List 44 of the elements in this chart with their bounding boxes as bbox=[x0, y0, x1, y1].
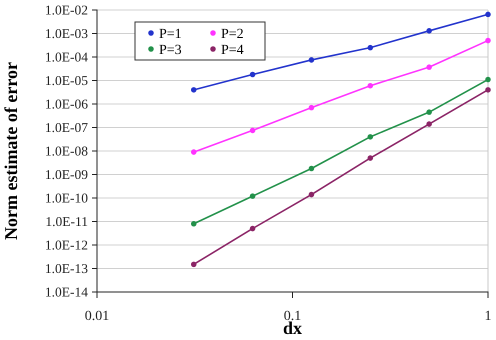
point bbox=[368, 44, 374, 50]
point bbox=[190, 149, 197, 155]
point bbox=[485, 38, 491, 44]
y-tick-label: 1.0E-05 bbox=[44, 72, 88, 88]
point bbox=[368, 155, 374, 161]
y-tick-label: 1.0E-14 bbox=[44, 284, 88, 300]
point bbox=[190, 87, 197, 93]
point bbox=[308, 104, 314, 110]
point bbox=[308, 57, 314, 63]
point bbox=[308, 166, 314, 172]
point bbox=[368, 134, 374, 140]
point bbox=[190, 262, 197, 268]
point bbox=[368, 82, 374, 88]
point bbox=[250, 193, 256, 199]
legend-label: P=1 bbox=[159, 27, 182, 42]
y-tick-label: 1.0E-09 bbox=[44, 166, 88, 182]
legend-label: P=2 bbox=[221, 27, 244, 42]
point bbox=[190, 221, 197, 227]
point bbox=[250, 72, 256, 78]
point bbox=[250, 128, 256, 134]
x-tick-label: 1 bbox=[484, 308, 492, 324]
y-tick-label: 1.0E-13 bbox=[44, 260, 88, 276]
point bbox=[250, 226, 256, 232]
point bbox=[426, 121, 432, 127]
y-tick-label: 1.0E-08 bbox=[44, 143, 88, 158]
x-tick-label: 0.01 bbox=[84, 308, 110, 324]
point bbox=[308, 192, 314, 198]
y-tick-label: 1.0E-11 bbox=[45, 214, 88, 229]
legend-label: P=3 bbox=[159, 43, 182, 58]
y-tick-label: 1.0E-03 bbox=[44, 26, 88, 41]
y-tick-label: 1.0E-07 bbox=[44, 120, 88, 135]
y-tick-label: 1.0E-06 bbox=[44, 96, 88, 112]
y-tick-label: 1.0E-02 bbox=[44, 2, 88, 18]
point bbox=[485, 12, 491, 18]
point bbox=[426, 109, 432, 115]
point bbox=[426, 64, 432, 70]
y-tick-label: 1.0E-12 bbox=[44, 237, 88, 252]
point bbox=[485, 87, 491, 93]
point bbox=[485, 76, 491, 82]
y-tick-label: 1.0E-04 bbox=[44, 49, 88, 64]
legend-label: P=4 bbox=[221, 43, 244, 58]
point bbox=[426, 28, 432, 34]
y-axis-title: Norm estimate of error bbox=[1, 62, 21, 240]
y-tick-label: 1.0E-10 bbox=[44, 190, 88, 206]
